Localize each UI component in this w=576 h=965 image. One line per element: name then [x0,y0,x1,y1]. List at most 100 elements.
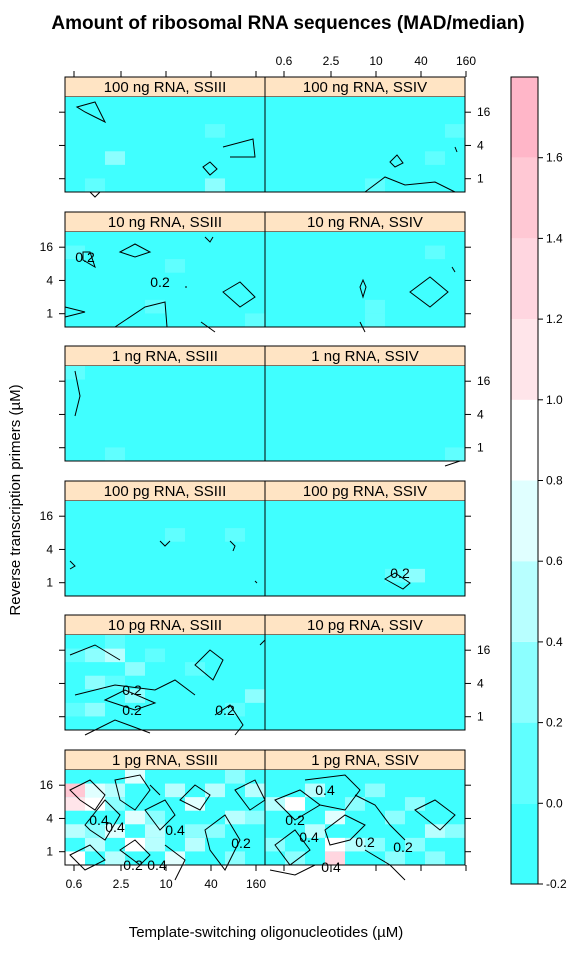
contour-label: 0.4 [105,819,125,835]
heatmap-cell [165,528,185,542]
contour-line [144,799,176,831]
heatmap-cell [365,313,385,327]
y-tick-label: 1 [46,845,53,859]
colorbar-tick-label: 1.0 [546,393,563,407]
axes: 0.6 0.6 2.5 2.5 10 10 40 40 160 160 1 4 16 1 4 16 1 4 16 1 4… [40,54,491,891]
heatmap-cell [125,837,145,852]
heatmap-cell [145,648,165,663]
heatmap-cell [85,178,105,192]
heatmap-cell [205,824,225,838]
panel: 10 ng RNA, SSIII 0.2 0.2 [64,211,266,333]
heatmap-cell [385,810,405,825]
heatmap-cell [145,837,165,852]
contour-line [64,306,86,318]
panel: 1 ng RNA, SSIV [264,345,466,467]
heatmap-cell [285,851,305,865]
contour-line [389,154,404,168]
colorbar-tick-label: 1.2 [546,312,563,326]
colorbar-band [511,561,538,642]
heatmap-cell [225,770,245,784]
colorbar-tick-label: -0.2 [546,877,567,891]
heatmap-cell [425,151,445,165]
contour-line [454,146,458,153]
y-tick-label: 16 [40,778,54,792]
heatmap-cell [105,151,125,165]
contour-line [69,560,76,570]
panel: 1 ng RNA, SSIII [64,345,266,462]
heatmap-cell [145,824,165,838]
heatmap-cell [125,770,145,784]
colorbar-tick-label: 0.6 [546,554,563,568]
colorbar-band [511,722,538,804]
contour-line [69,779,106,811]
contour-label: 0.2 [122,682,142,698]
heatmap-cell [205,178,225,192]
contour-line [259,639,266,646]
heatmap-cell [445,824,465,838]
panel-title: 1 ng RNA, SSIII [112,348,218,365]
panel-background [265,366,465,461]
y-tick-label: 16 [477,374,491,388]
contour-line [114,774,151,811]
x-tick-label: 0.6 [66,877,83,891]
contour-label: 0.4 [299,829,319,845]
contour-line [74,370,81,417]
contour-line [384,572,411,590]
y-tick-label: 1 [46,307,53,321]
contour-label: 0.2 [285,812,305,828]
y-tick-label: 1 [477,710,484,724]
contour-line [82,251,96,269]
y-tick-label: 1 [477,172,484,186]
contour-line [364,176,456,193]
heatmap-cell [285,797,305,811]
contour-line [103,689,157,711]
contour-label: 0.2 [390,565,410,581]
contour-label: 0.2 [122,702,142,718]
panel-border [264,345,466,462]
heatmap-cell [185,824,205,838]
contour-label: 0.2 [75,249,95,265]
heatmap-cell [205,783,225,798]
heatmap-cell [325,851,345,865]
heatmap-cell [445,124,465,138]
colorbar-band [511,641,538,723]
contour-line [202,161,218,176]
heatmap-cell [245,689,265,703]
panel-background [265,97,465,192]
chart-title: Amount of ribosomal RNA sequences (MAD/m… [51,13,524,34]
contour-line [179,784,211,811]
heatmap-cell [185,797,205,811]
panel-title: 10 pg RNA, SSIV [307,617,423,634]
contour-line [354,794,406,841]
contour-line [324,814,366,846]
heatmap-cell [265,797,285,811]
contour-line [304,774,361,811]
heatmap-cell [365,837,385,852]
contour-label: 0.2 [393,839,413,855]
contour-line [69,644,121,661]
contour-line [451,266,456,273]
contour-label: 0.4 [315,782,335,798]
colorbar-band [511,480,538,562]
heatmap-cell [125,662,145,676]
contour-line [164,844,186,881]
x-tick-label: 160 [246,877,266,891]
heatmap-cell [85,702,105,717]
heatmap-cell [105,824,125,838]
colorbar-band [511,319,538,400]
colorbar-tick-label: 1.4 [546,231,563,245]
colorbar: -0.2 0.0 0.2 0.4 0.6 0.8 1.0 1.2 1.4 1.6 [510,76,567,891]
heatmap-cell [405,797,425,811]
contour-line [204,236,214,243]
colorbar-tick-label: 0.0 [546,796,563,810]
y-tick-label: 1 [46,576,53,590]
heatmap-cell [245,313,265,327]
heatmap-cell [105,648,125,663]
contour-line [359,278,367,299]
heatmap-cell [65,702,85,717]
panel-background [65,97,265,192]
panel: 10 ng RNA, SSIV [264,211,466,333]
heatmap-cell [365,299,385,314]
colorbar-tick-label: 0.4 [546,635,563,649]
